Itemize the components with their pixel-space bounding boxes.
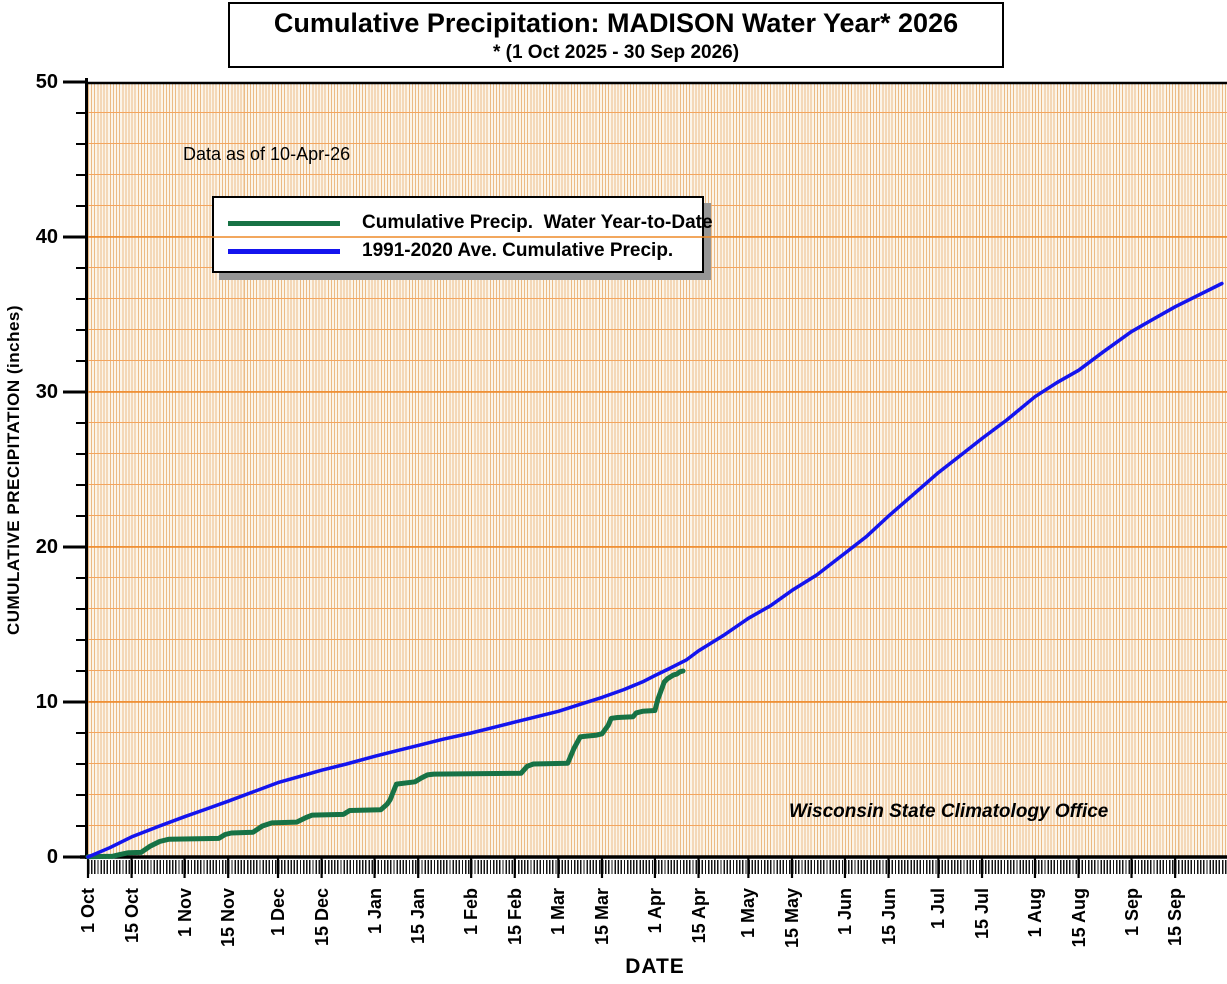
x-tick-label: 15 Nov <box>218 888 239 948</box>
data-as-of-annotation: Data as of 10-Apr-26 <box>183 144 351 164</box>
chart-title-box: Cumulative Precipitation: MADISON Water … <box>228 2 1004 68</box>
x-tick-label: 1 Oct <box>78 888 98 934</box>
legend-line-sample-average <box>228 248 340 254</box>
x-tick-label: 1 Aug <box>1024 888 1045 938</box>
y-tick-label: 0 <box>46 846 58 868</box>
chart-title: Cumulative Precipitation: MADISON Water … <box>273 8 959 38</box>
x-tick-label: 15 Jul <box>972 888 992 940</box>
y-tick-label: 20 <box>35 536 58 558</box>
y-tick-label: 10 <box>35 691 58 713</box>
x-tick-label: 1 Feb <box>461 888 482 936</box>
series-line-average <box>86 281 1224 859</box>
x-tick-label: 1 Jun <box>834 888 855 936</box>
x-tick-label: 1 Mar <box>548 888 569 936</box>
x-tick-label: 15 Feb <box>504 888 525 946</box>
x-tick-label: 1 Nov <box>174 888 195 938</box>
y-tick-label: 40 <box>35 226 58 248</box>
x-tick-label: 1 Dec <box>268 888 288 937</box>
x-tick-label: 15 Aug <box>1068 888 1089 948</box>
x-axis-title: DATE <box>625 955 685 978</box>
x-tick-label: 15 Jun <box>878 888 899 946</box>
legend-item-average: 1991-2020 Ave. Cumulative Precip. <box>228 240 674 261</box>
x-axis-daily-ticks <box>88 860 1227 874</box>
y-tick-label: 30 <box>35 381 58 403</box>
x-tick-label: 15 Apr <box>688 888 709 944</box>
chart-subtitle: * (1 Oct 2025 - 30 Sep 2026) <box>492 42 740 63</box>
y-axis-title: CUMULATIVE PRECIPITATION (inches) <box>4 304 23 636</box>
x-tick-label: 15 Jan <box>408 888 429 945</box>
x-tick-label: 1 Jan <box>364 888 385 935</box>
series-line-current <box>85 668 686 860</box>
watermark: Wisconsin State Climatology Office <box>789 801 1109 822</box>
x-tick-label: 15 May <box>781 888 802 949</box>
x-tick-label: 15 Sep <box>1165 888 1186 947</box>
x-tick-label: 15 Mar <box>591 888 612 946</box>
x-tick-label: 1 Jul <box>928 888 949 930</box>
x-tick-label: 1 May <box>738 888 759 939</box>
x-tick-label: 1 Sep <box>1121 888 1142 937</box>
legend-item-current: Cumulative Precip. Water Year-to-Date <box>228 212 713 233</box>
legend: Cumulative Precip. Water Year-to-Date 19… <box>212 196 713 273</box>
y-tick-label: 50 <box>35 71 58 93</box>
x-tick-label: 15 Dec <box>311 888 332 947</box>
legend-label-current: Cumulative Precip. Water Year-to-Date <box>362 212 713 233</box>
legend-label-average: 1991-2020 Ave. Cumulative Precip. <box>362 240 674 261</box>
x-tick-label: 15 Oct <box>121 888 142 944</box>
legend-line-sample-current <box>228 220 340 226</box>
